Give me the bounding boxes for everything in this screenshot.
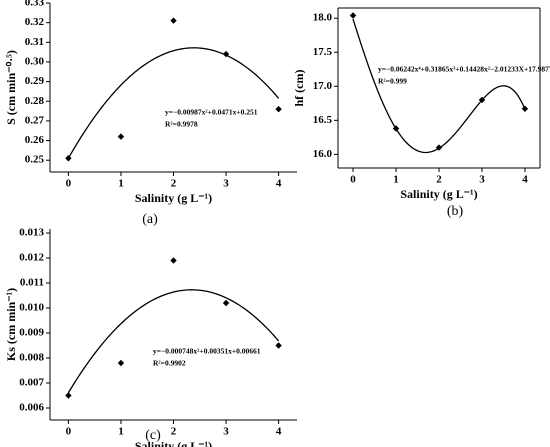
y-tick-label: 0.010 [19,302,44,314]
y-tick-label: 0.009 [19,327,44,339]
data-point [222,50,230,58]
r-squared: R²=0.9902 [153,359,186,368]
y-tick-label: 0.26 [25,134,45,146]
y-tick-label: 0.31 [25,36,44,48]
y-tick-label: 17.0 [313,80,333,92]
y-tick-label: 0.013 [19,227,44,239]
data-point [521,105,529,112]
y-tick-label: 0.32 [25,16,45,28]
y-tick-label: 0.27 [25,114,45,126]
y-tick-label: 16.0 [313,148,333,160]
data-point [275,105,282,113]
data-point [435,144,443,151]
panel-label: (c) [145,428,161,443]
fit-curve [67,47,280,159]
equation: y=−0.06242x⁴+0.31865x³+0.14428x²−2.01233… [378,65,550,74]
y-axis-label: hf (cm) [292,70,306,107]
data-point [392,125,400,132]
data-point [170,17,177,24]
x-tick-label: 1 [118,426,124,438]
data-point [117,133,125,140]
x-axis-label: Salinity (g L⁻¹) [135,191,212,205]
equation: y=−0.000748x²+0.00351x+0.00661 [153,347,261,356]
x-tick-label: 4 [522,174,528,186]
y-tick-label: 0.28 [25,95,45,107]
y-axis-label: S (cm min⁻⁰·⁵) [4,50,18,125]
y-tick-label: 16.5 [313,114,333,126]
x-tick-label: 1 [393,174,399,186]
x-tick-label: 4 [276,178,282,190]
y-tick-label: 0.006 [19,402,44,414]
r-squared: R²=0.9978 [165,120,198,129]
y-tick-label: 0.011 [20,277,44,289]
y-tick-label: 0.008 [19,352,44,364]
panel-label: (b) [447,204,464,219]
x-tick-label: 1 [118,178,124,190]
x-tick-label: 3 [223,426,229,438]
y-tick-label: 0.33 [25,0,45,9]
x-tick-label: 0 [66,178,72,190]
fit-curve [352,18,526,154]
data-point [117,359,125,367]
y-axis-label: Ks (cm min⁻¹) [4,288,18,361]
x-tick-label: 3 [223,178,229,190]
fit-curve [67,289,280,394]
y-tick-label: 17.5 [313,46,333,58]
data-point [65,392,72,399]
equation: y=−0.00987x²+0.0471x+0.251 [165,108,258,117]
data-point [478,96,486,104]
x-tick-label: 0 [350,174,356,186]
data-point [222,299,230,307]
data-point [170,257,177,264]
x-axis-label: Salinity (g L⁻¹) [400,187,477,201]
data-point [275,342,282,349]
y-tick-label: 0.007 [19,377,44,389]
y-tick-label: 0.012 [19,252,44,264]
r-squared: R²=0.999 [378,77,407,86]
x-axis-label: Salinity (g L⁻¹) [135,439,212,447]
x-tick-label: 2 [171,426,177,438]
x-tick-label: 2 [171,178,177,190]
data-point [349,12,357,19]
y-tick-label: 0.30 [25,55,45,67]
x-tick-label: 4 [276,426,282,438]
x-tick-label: 3 [479,174,485,186]
x-tick-label: 0 [66,426,72,438]
x-tick-label: 2 [436,174,442,186]
data-point [65,155,72,162]
y-tick-label: 0.25 [25,154,45,166]
panel-label: (a) [142,212,158,227]
y-tick-label: 0.29 [25,75,45,87]
y-tick-label: 18.0 [313,12,333,24]
